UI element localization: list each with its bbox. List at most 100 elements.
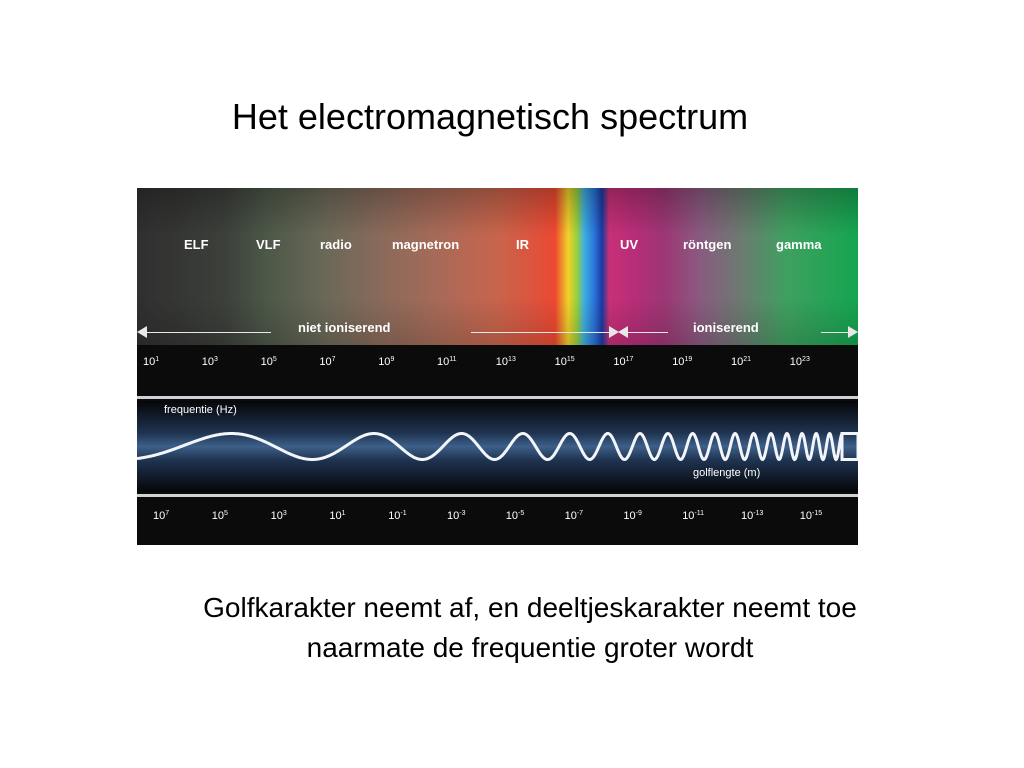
frequency-tick: 109 <box>378 356 394 368</box>
wavelength-tick-exponent: -3 <box>459 510 466 517</box>
frequency-caption: frequentie (Hz) <box>164 404 237 416</box>
frequency-tick: 103 <box>202 356 218 368</box>
slide-title: Het electromagnetisch spectrum <box>231 96 749 137</box>
frequency-tick: 1023 <box>790 356 810 368</box>
frequency-tick-base: 10 <box>613 356 626 368</box>
band-label-vlf: VLF <box>256 237 281 252</box>
frequency-tick-base: 10 <box>319 356 332 368</box>
band-label-elf: ELF <box>184 237 209 252</box>
arrow-right-icon <box>848 326 858 338</box>
wavelength-tick: 10-5 <box>506 510 524 522</box>
frequency-tick-base: 10 <box>789 356 803 368</box>
caption-line-2: naarmate de frequentie groter wordt <box>306 632 754 663</box>
wavelength-tick-exponent: 7 <box>165 510 170 517</box>
frequency-tick: 107 <box>319 356 335 368</box>
frequency-tick-exponent: 7 <box>331 356 336 363</box>
frequency-tick-base: 10 <box>731 356 744 368</box>
non-ionising-arrow-line-right <box>471 332 611 333</box>
wavelength-tick-base: 10 <box>211 510 225 522</box>
frequency-tick: 1013 <box>496 356 516 368</box>
frequency-tick-base: 10 <box>495 356 509 368</box>
arrow-left-icon <box>137 326 147 338</box>
band-label-rontgen: röntgen <box>683 237 732 252</box>
frequency-tick: 1017 <box>613 356 633 368</box>
wavelength-tick-row: 107 105 103 101 10-1 10-3 10-5 10-7 10-9 10-11 10-… <box>137 510 858 534</box>
frequency-tick-exponent: 5 <box>272 356 277 363</box>
wavelength-tick: 10-9 <box>623 510 641 522</box>
arrow-right-icon <box>609 326 619 338</box>
ionising-arrow-line-left <box>626 332 668 333</box>
frequency-tick: 101 <box>143 356 159 368</box>
frequency-tick-base: 10 <box>437 356 450 368</box>
wavelength-tick-base: 10 <box>564 510 577 522</box>
wavelength-tick-base: 10 <box>270 510 283 522</box>
wavelength-tick: 105 <box>212 510 228 522</box>
wavelength-tick: 10-3 <box>447 510 465 522</box>
wavelength-tick-exponent: 5 <box>224 510 228 517</box>
wavelength-tick: 10-7 <box>565 510 583 522</box>
wavelength-tick: 10-1 <box>388 510 406 522</box>
wave-zone <box>137 401 858 492</box>
frequency-tick-base: 10 <box>260 356 273 368</box>
ionising-arrow-line-right <box>821 332 851 333</box>
wavelength-tick-exponent: -1 <box>400 510 407 517</box>
caption-line-1: Golfkarakter neemt af, en deeltjeskarakt… <box>203 592 857 623</box>
wavelength-tick-base: 10 <box>799 510 813 522</box>
wavelength-tick: 10-15 <box>800 510 822 522</box>
frequency-tick-exponent: 11 <box>449 356 457 363</box>
band-label-radio: radio <box>320 237 352 252</box>
spectrum-color-band <box>137 188 858 345</box>
frequency-tick-exponent: 17 <box>625 356 634 363</box>
wavelength-tick: 10-11 <box>682 510 704 522</box>
frequency-tick-base: 10 <box>378 356 391 368</box>
wavelength-tick: 107 <box>153 510 169 522</box>
frequency-tick: 1015 <box>555 356 575 368</box>
wavelength-tick-exponent: -11 <box>694 510 705 517</box>
frequency-tick-exponent: 9 <box>390 356 395 363</box>
wavelength-tick: 10-13 <box>741 510 763 522</box>
frequency-tick-base: 10 <box>143 356 156 368</box>
wavelength-tick-exponent: 3 <box>282 510 287 517</box>
wavelength-caption: golflengte (m) <box>693 467 761 479</box>
band-label-gamma: gamma <box>776 237 822 252</box>
frequency-tick-base: 10 <box>201 356 215 368</box>
frequency-tick-exponent: 21 <box>743 356 752 363</box>
separator-line <box>137 494 858 497</box>
frequency-tick-exponent: 13 <box>508 356 516 363</box>
ionising-label: ioniserend <box>693 320 759 335</box>
wavelength-tick-exponent: 1 <box>341 510 346 517</box>
non-ionising-label: niet ioniserend <box>298 320 391 335</box>
frequency-tick: 1011 <box>437 356 457 368</box>
frequency-tick-exponent: 23 <box>802 356 810 363</box>
band-label-magnetron: magnetron <box>392 237 460 252</box>
slide-caption: Golfkarakter neemt af, en deeltjeskarakt… <box>0 588 1024 668</box>
wavelength-tick-exponent: -9 <box>635 510 642 517</box>
frequency-tick: 1019 <box>672 356 692 368</box>
arrow-left-icon <box>618 326 628 338</box>
frequency-tick-base: 10 <box>672 356 685 368</box>
wavelength-tick-base: 10 <box>623 510 636 522</box>
wave-graphic <box>137 431 858 462</box>
frequency-tick: 105 <box>261 356 277 368</box>
band-label-ir: IR <box>516 237 529 252</box>
frequency-tick-base: 10 <box>554 356 567 368</box>
frequency-tick: 1021 <box>731 356 751 368</box>
wavelength-tick-exponent: -15 <box>812 510 823 517</box>
wavelength-tick-exponent: -5 <box>518 510 525 517</box>
separator-line <box>137 396 858 399</box>
band-label-uv: UV <box>620 237 639 252</box>
wavelength-tick-base: 10 <box>741 510 754 522</box>
wavelength-tick: 101 <box>329 510 345 522</box>
frequency-tick-exponent: 19 <box>684 356 693 363</box>
wavelength-tick-base: 10 <box>505 510 519 522</box>
wavelength-tick-base: 10 <box>153 510 166 522</box>
frequency-tick-exponent: 3 <box>214 356 218 363</box>
frequency-tick-exponent: 1 <box>155 356 160 363</box>
wavelength-tick-exponent: -7 <box>576 510 584 517</box>
wavelength-tick: 103 <box>271 510 287 522</box>
wave-line <box>137 431 858 462</box>
frequency-tick-exponent: 15 <box>566 356 575 363</box>
frequency-tick-row: 101 103 105 107 109 1011 1013 1015 1017 1019 1021 1… <box>137 356 858 380</box>
wavelength-tick-base: 10 <box>682 510 695 522</box>
spectrum-diagram: ELF VLF radio magnetron IR UV röntgen ga… <box>137 188 858 545</box>
